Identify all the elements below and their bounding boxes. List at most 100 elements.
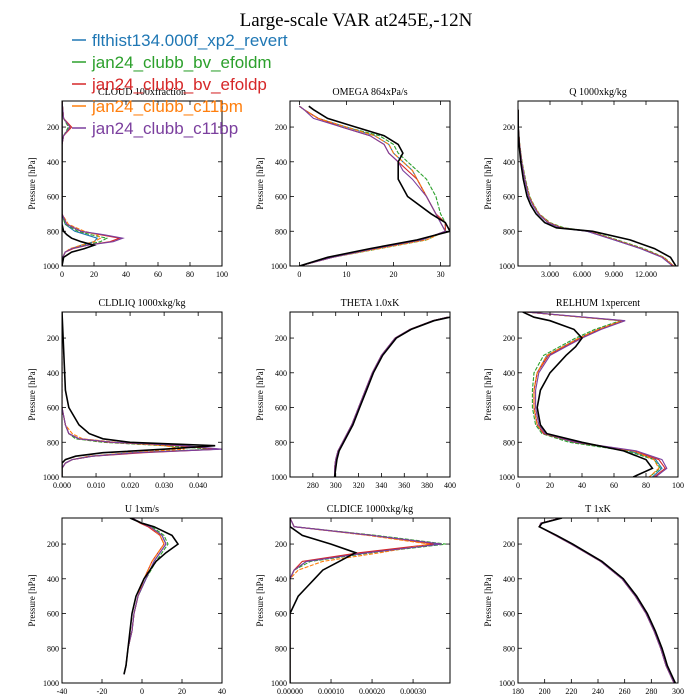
y-axis-label: Pressure [hPa] — [27, 574, 37, 626]
x-tick-label: 320 — [353, 481, 365, 490]
y-axis-label: Pressure [hPa] — [255, 368, 265, 420]
y-tick-label: 400 — [47, 369, 59, 378]
y-tick-label: 1000 — [43, 679, 59, 688]
x-tick-label: 80 — [642, 481, 650, 490]
panel-3: CLDLIQ 1000xkg/kg 0.000 0.010 0.020 0.030 0.0… — [27, 298, 223, 490]
x-tick-label: 0.040 — [189, 481, 207, 490]
y-tick-label: 200 — [503, 334, 515, 343]
x-tick-label: 0.020 — [121, 481, 139, 490]
y-tick-label: 1000 — [499, 262, 515, 271]
x-tick-label: 0.00010 — [318, 687, 344, 696]
y-tick-label: 600 — [47, 193, 59, 202]
y-tick-label: 400 — [275, 158, 287, 167]
y-tick-label: 1000 — [271, 262, 287, 271]
x-tick-label: 340 — [375, 481, 387, 490]
x-tick-label: 0 — [60, 270, 64, 279]
panel-8: T 1xK 180 200 220 240 260 280 300 200 400 600 800 10… — [483, 504, 684, 696]
panel-6: U 1xm/s -40 -20 0 20 40 200 400 600 800 1000 Pressu… — [27, 504, 226, 696]
panel-frame — [517, 311, 679, 478]
x-tick-label: 12.000 — [635, 270, 657, 279]
series-group — [290, 518, 446, 683]
panel-1: OMEGA 864xPa/s 0 10 20 30 200 400 600 800 1000 Pre… — [255, 87, 451, 279]
series-group — [518, 109, 677, 266]
series-line-jan24-clubb-c11bm — [123, 518, 165, 675]
y-tick-label: 600 — [503, 404, 515, 413]
x-tick-label: 240 — [592, 687, 604, 696]
x-tick-label: 0 — [516, 481, 520, 490]
series-line-jan24-clubb-bv-efoldm — [334, 316, 448, 477]
y-tick-label: 200 — [275, 540, 287, 549]
y-tick-label: 1000 — [43, 473, 59, 482]
x-tick-label: 10 — [342, 270, 350, 279]
panel-2: Q 1000xkg/kg 3.000 6.000 9.000 12.000 200 400 6… — [483, 87, 679, 279]
x-tick-label: 0.030 — [155, 481, 173, 490]
y-axis-label: Pressure [hPa] — [483, 157, 493, 209]
x-tick-label: 0.00000 — [277, 687, 303, 696]
x-tick-label: 0 — [140, 687, 144, 696]
y-tick-label: 1000 — [43, 262, 59, 271]
x-tick-label: 300 — [672, 687, 684, 696]
series-line-jan24-clubb-c11bm — [334, 316, 448, 477]
panel-7: CLDICE 1000xkg/kg 0.00000 0.00010 0.00020 0.… — [255, 504, 451, 696]
series-line-jan24-clubb-bv-efoldm — [525, 312, 662, 477]
x-tick-label: 20 — [90, 270, 98, 279]
series-line-jan24-clubb-c11bm — [525, 312, 660, 477]
series-line-jan24-clubb-bv-efoldp — [518, 109, 675, 266]
series-line-jan24-clubb-bv-efoldm — [518, 109, 675, 266]
series-line-jan24-clubb-c11bp — [62, 101, 125, 266]
series-line-reference — [538, 518, 677, 683]
y-tick-label: 800 — [47, 227, 59, 236]
panel-title: CLDICE 1000xkg/kg — [327, 504, 413, 515]
y-tick-label: 200 — [47, 123, 59, 132]
y-tick-label: 800 — [47, 438, 59, 447]
y-tick-label: 200 — [47, 334, 59, 343]
series-line-flthist134-000f-xp2-revert — [290, 518, 438, 683]
series-line-reference — [518, 109, 677, 266]
y-tick-label: 1000 — [271, 473, 287, 482]
x-tick-label: -40 — [57, 687, 68, 696]
y-tick-label: 200 — [275, 334, 287, 343]
y-tick-label: 600 — [275, 610, 287, 619]
legend-item: jan24_clubb_bv_efoldm — [72, 53, 272, 72]
panel-5: RELHUM 1xpercent 0 20 40 60 80 100 200 400 600 800… — [483, 298, 684, 490]
panel-0: CLOUD 100xfraction 0 20 40 60 80 100 200 400 600 8… — [27, 87, 228, 279]
y-tick-label: 400 — [503, 575, 515, 584]
y-tick-label: 400 — [503, 158, 515, 167]
series-line-jan24-clubb-c11bm — [518, 109, 675, 266]
y-tick-label: 400 — [503, 369, 515, 378]
series-line-reference — [299, 105, 450, 266]
legend-label: jan24_clubb_c11bm — [91, 97, 243, 116]
panel-frame — [517, 100, 679, 267]
panel-title: CLDLIQ 1000xkg/kg — [99, 298, 186, 309]
panel-4: THETA 1.0xK 280 300 320 340 360 380 400 200 400 60… — [255, 298, 456, 490]
series-line-reference — [290, 518, 358, 683]
x-tick-label: 100 — [216, 270, 228, 279]
y-tick-label: 600 — [503, 610, 515, 619]
series-line-jan24-clubb-c11bp — [538, 518, 675, 683]
legend-label: jan24_clubb_bv_efoldm — [91, 53, 272, 72]
x-tick-label: 0.000 — [53, 481, 71, 490]
x-tick-label: 100 — [672, 481, 684, 490]
panel-title: T 1xK — [585, 504, 611, 515]
x-tick-label: 280 — [307, 481, 319, 490]
x-tick-label: 200 — [539, 687, 551, 696]
y-axis-label: Pressure [hPa] — [27, 157, 37, 209]
y-tick-label: 400 — [275, 575, 287, 584]
series-group — [123, 518, 180, 675]
panel-frame — [289, 100, 451, 267]
series-line-jan24-clubb-c11bp — [525, 312, 668, 477]
series-group — [333, 316, 450, 477]
panel-title: RELHUM 1xpercent — [556, 298, 640, 309]
series-line-jan24-clubb-c11bp — [518, 109, 674, 266]
x-tick-label: 0.010 — [87, 481, 105, 490]
x-tick-label: 60 — [610, 481, 618, 490]
series-line-jan24-clubb-c11bm — [290, 518, 430, 683]
panel-frame — [61, 100, 223, 267]
panel-title: OMEGA 864xPa/s — [332, 87, 407, 98]
y-tick-label: 800 — [275, 644, 287, 653]
y-tick-label: 600 — [275, 193, 287, 202]
x-tick-label: -20 — [97, 687, 108, 696]
series-line-flthist134-000f-xp2-revert — [299, 105, 447, 266]
